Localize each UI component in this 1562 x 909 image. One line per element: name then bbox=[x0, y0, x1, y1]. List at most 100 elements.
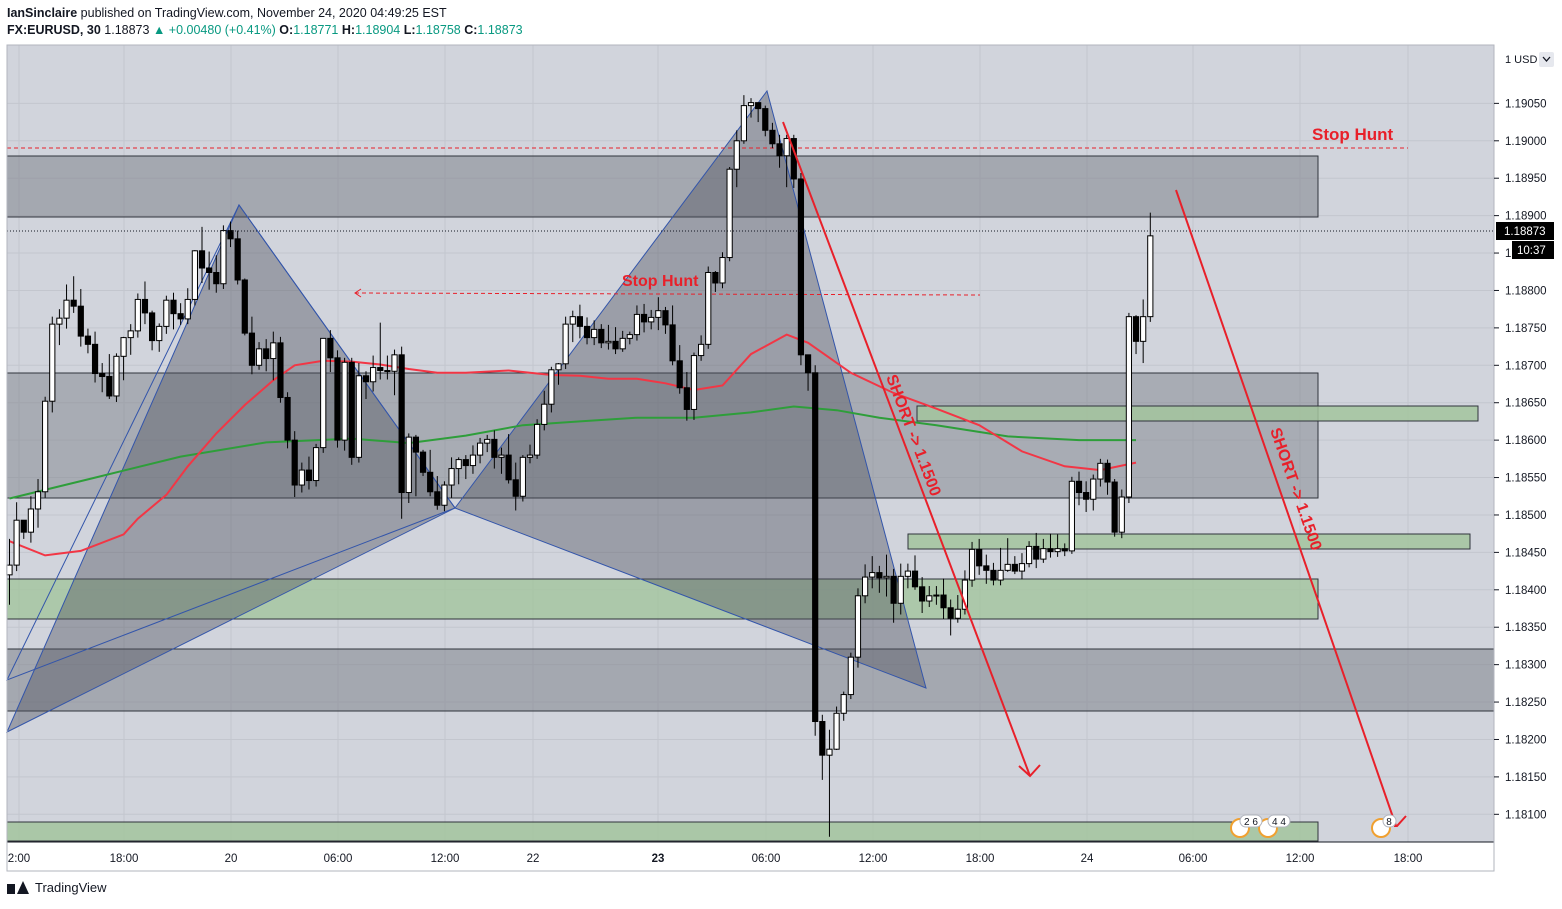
stop-hunt-label-upper[interactable]: Stop Hunt bbox=[1312, 125, 1394, 144]
candle[interactable] bbox=[804, 354, 812, 391]
candle[interactable] bbox=[163, 295, 170, 334]
candle[interactable] bbox=[70, 276, 77, 313]
demand-zone-high[interactable] bbox=[916, 405, 1479, 422]
candle[interactable] bbox=[541, 390, 548, 431]
candle[interactable] bbox=[612, 327, 619, 355]
candle[interactable] bbox=[1061, 543, 1068, 557]
economic-events[interactable]: 2 6 4 4 8 bbox=[1230, 814, 1397, 838]
candle[interactable] bbox=[862, 564, 869, 604]
candle[interactable] bbox=[241, 278, 248, 336]
candle[interactable] bbox=[655, 297, 662, 331]
candle[interactable] bbox=[320, 337, 327, 453]
candle[interactable] bbox=[990, 562, 997, 586]
candle[interactable] bbox=[926, 586, 933, 608]
candle[interactable] bbox=[976, 538, 983, 575]
candle[interactable] bbox=[676, 345, 683, 394]
candle[interactable] bbox=[947, 599, 954, 636]
candle[interactable] bbox=[56, 309, 63, 346]
candle[interactable] bbox=[840, 691, 847, 721]
candle[interactable] bbox=[1104, 459, 1111, 495]
candle[interactable] bbox=[427, 449, 434, 497]
candle[interactable] bbox=[255, 342, 263, 370]
candle[interactable] bbox=[49, 316, 56, 413]
tradingview-footer[interactable]: TradingView bbox=[7, 880, 107, 895]
candle[interactable] bbox=[141, 281, 149, 325]
candle[interactable] bbox=[134, 293, 141, 338]
candle[interactable] bbox=[405, 433, 412, 503]
candle[interactable] bbox=[13, 502, 20, 572]
short-arrow-1[interactable] bbox=[782, 121, 1041, 778]
candle[interactable] bbox=[583, 317, 591, 345]
candle[interactable] bbox=[933, 586, 940, 605]
candle[interactable] bbox=[762, 105, 769, 137]
candle[interactable] bbox=[419, 449, 427, 477]
candle[interactable] bbox=[220, 225, 227, 289]
candle[interactable] bbox=[1090, 474, 1097, 511]
candle[interactable] bbox=[1011, 556, 1018, 575]
supply-zone-upper[interactable] bbox=[6, 155, 1319, 218]
candle[interactable] bbox=[291, 431, 298, 498]
symbol-label[interactable]: FX:EURUSD, 30 bbox=[7, 23, 101, 37]
candle[interactable] bbox=[819, 714, 826, 780]
candle[interactable] bbox=[1004, 538, 1011, 572]
candle[interactable] bbox=[469, 445, 477, 474]
candle[interactable] bbox=[1132, 315, 1140, 355]
candle[interactable] bbox=[434, 476, 441, 510]
candle[interactable] bbox=[213, 255, 220, 293]
candle[interactable] bbox=[726, 166, 733, 262]
candle[interactable] bbox=[747, 98, 755, 118]
stop-hunt-label-middle[interactable]: Stop Hunt bbox=[622, 273, 699, 290]
author-name[interactable]: IanSinclaire bbox=[7, 6, 78, 20]
candle[interactable] bbox=[954, 595, 961, 623]
candle[interactable] bbox=[576, 304, 583, 339]
candle[interactable] bbox=[177, 303, 184, 325]
candle[interactable] bbox=[890, 568, 897, 623]
candle[interactable] bbox=[191, 250, 198, 306]
candle[interactable] bbox=[719, 252, 726, 289]
candle[interactable] bbox=[983, 554, 990, 584]
candle[interactable] bbox=[626, 331, 633, 345]
candle[interactable] bbox=[284, 392, 291, 449]
candle[interactable] bbox=[1125, 312, 1133, 503]
candle[interactable] bbox=[120, 336, 127, 381]
candle[interactable] bbox=[1140, 299, 1147, 364]
candle[interactable] bbox=[312, 443, 320, 487]
candle[interactable] bbox=[562, 316, 569, 370]
candle[interactable] bbox=[1075, 471, 1083, 506]
candle[interactable] bbox=[491, 430, 498, 469]
candle[interactable] bbox=[876, 565, 883, 593]
candle[interactable] bbox=[391, 349, 398, 396]
candle[interactable] bbox=[1111, 479, 1118, 537]
candle[interactable] bbox=[156, 323, 163, 352]
short-arrow-2[interactable] bbox=[1175, 189, 1407, 827]
candle[interactable] bbox=[334, 350, 341, 448]
candle[interactable] bbox=[227, 221, 234, 248]
candle[interactable] bbox=[690, 352, 698, 420]
candle[interactable] bbox=[498, 447, 505, 474]
candle[interactable] bbox=[106, 354, 113, 399]
candle[interactable] bbox=[63, 284, 70, 329]
candle[interactable] bbox=[91, 331, 99, 383]
candle[interactable] bbox=[662, 306, 669, 334]
candle[interactable] bbox=[783, 134, 790, 188]
candle[interactable] bbox=[1118, 489, 1125, 539]
candle[interactable] bbox=[248, 316, 256, 375]
candle[interactable] bbox=[184, 288, 191, 325]
candle[interactable] bbox=[448, 457, 455, 498]
candle[interactable] bbox=[462, 455, 469, 480]
demand-zone-main[interactable] bbox=[6, 578, 1319, 620]
candle[interactable] bbox=[113, 353, 120, 402]
candle[interactable] bbox=[484, 434, 491, 453]
candle[interactable] bbox=[769, 122, 776, 149]
candle[interactable] bbox=[20, 519, 27, 539]
candle[interactable] bbox=[1054, 534, 1061, 557]
candle[interactable] bbox=[1097, 458, 1104, 487]
candle[interactable] bbox=[598, 324, 605, 349]
candle[interactable] bbox=[398, 346, 405, 519]
candle[interactable] bbox=[519, 455, 526, 502]
candle[interactable] bbox=[1033, 532, 1040, 569]
candle[interactable] bbox=[1040, 538, 1047, 563]
candle[interactable] bbox=[883, 554, 890, 597]
candle[interactable] bbox=[77, 288, 84, 347]
candle[interactable] bbox=[270, 331, 277, 381]
